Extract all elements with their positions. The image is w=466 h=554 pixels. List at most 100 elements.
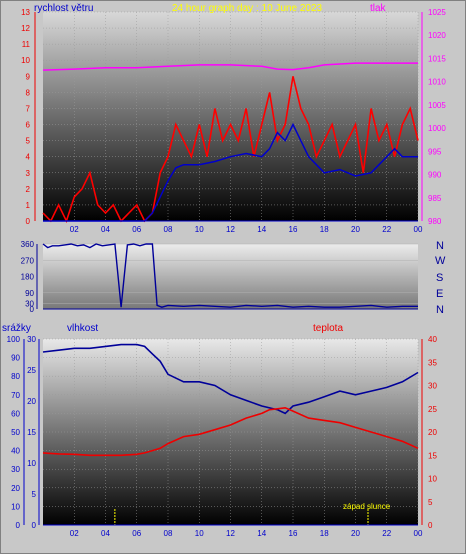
wind-time-tick-label: 02	[70, 225, 79, 234]
rain-tick-label: 0	[32, 521, 37, 530]
temperature-tick-label: 20	[428, 428, 437, 437]
rain-axis-title: srážky	[2, 323, 31, 334]
direction-tick-label: 90	[25, 289, 34, 298]
humidity-time-tick-label: 06	[132, 529, 141, 538]
temperature-axis-title: teplota	[313, 323, 343, 334]
wind-speed-axis-title: rychlost větru	[34, 3, 93, 14]
direction-tick-label: 30	[25, 300, 34, 309]
humidity-time-tick-label: 14	[257, 529, 266, 538]
humidity-tick-label: 20	[11, 484, 20, 493]
humidity-time-tick-label: 00	[414, 529, 423, 538]
wind-time-tick-label: 18	[320, 225, 329, 234]
wind-speed-tick-label: 13	[21, 8, 30, 17]
pressure-axis-title: tlak	[370, 3, 387, 14]
pressure-tick-label: 990	[428, 171, 442, 180]
direction-label-w: W	[435, 255, 446, 267]
wind-speed-tick-label: 1	[26, 201, 31, 210]
wind-speed-tick-label: 5	[26, 137, 31, 146]
rain-tick-label: 10	[27, 459, 36, 468]
direction-tick-label: 180	[21, 273, 35, 282]
humidity-time-tick-label: 12	[226, 529, 235, 538]
axes: 0123456789101112139809859909951000100510…	[7, 8, 447, 538]
rain-tick-label: 15	[27, 428, 36, 437]
sunset-label: západ slunce	[343, 502, 391, 511]
humidity-tick-label: 40	[11, 447, 20, 456]
pressure-tick-label: 995	[428, 147, 442, 156]
temperature-tick-label: 30	[428, 382, 437, 391]
pressure-tick-label: 980	[428, 217, 442, 226]
wind-speed-tick-label: 11	[22, 40, 31, 49]
humidity-line	[42, 343, 419, 415]
wind-speed-tick-label: 3	[26, 169, 31, 178]
pressure-tick-label: 1000	[428, 124, 446, 133]
wind-time-tick-label: 10	[195, 225, 204, 234]
temperature-tick-label: 25	[428, 405, 437, 414]
humidity-time-tick-label: 16	[289, 529, 298, 538]
humidity-time-tick-label: 04	[101, 529, 110, 538]
rain-tick-label: 25	[27, 366, 36, 375]
direction-label-n-bottom: N	[436, 304, 444, 316]
wind-direction-line	[42, 243, 418, 308]
direction-label-s: S	[436, 272, 443, 284]
wind-time-tick-label: 14	[257, 225, 266, 234]
humidity-tick-label: 60	[11, 409, 20, 418]
pressure-tick-label: 1020	[428, 31, 446, 40]
wind-time-tick-label: 22	[382, 225, 391, 234]
humidity-tick-label: 70	[11, 391, 20, 400]
humidity-time-tick-label: 22	[382, 529, 391, 538]
wind-speed-tick-label: 8	[26, 88, 31, 97]
humidity-tick-label: 50	[11, 428, 20, 437]
wind-time-tick-label: 00	[414, 225, 423, 234]
humidity-time-tick-label: 20	[351, 529, 360, 538]
wind-speed-line	[42, 76, 419, 224]
wind-time-tick-label: 04	[101, 225, 110, 234]
rain-tick-label: 30	[27, 335, 36, 344]
humidity-tick-label: 90	[11, 354, 20, 363]
humidity-tick-label: 80	[11, 372, 20, 381]
wind-speed-tick-label: 9	[26, 72, 31, 81]
direction-tick-label: 360	[21, 240, 35, 249]
humidity-tick-label: 100	[7, 335, 21, 344]
temperature-tick-label: 5	[428, 498, 433, 507]
wind-speed-tick-label: 10	[21, 56, 30, 65]
temperature-tick-label: 15	[428, 451, 437, 460]
wind-speed-tick-label: 12	[21, 24, 30, 33]
wind-speed-tick-label: 2	[26, 185, 31, 194]
temperature-line	[42, 406, 419, 457]
temperature-tick-label: 40	[428, 335, 437, 344]
wind-speed-tick-label: 6	[26, 121, 31, 130]
humidity-time-tick-label: 02	[70, 529, 79, 538]
direction-label-e: E	[436, 288, 443, 300]
humidity-time-tick-label: 10	[195, 529, 204, 538]
wind-time-tick-label: 06	[132, 225, 141, 234]
wind-speed-tick-label: 7	[26, 104, 31, 113]
humidity-axis-title: vlhkost	[67, 323, 98, 334]
humidity-time-tick-label: 08	[164, 529, 173, 538]
humidity-tick-label: 30	[11, 465, 20, 474]
rain-tick-label: 20	[27, 397, 36, 406]
direction-tick-label: 0	[30, 305, 35, 314]
humidity-tick-label: 10	[11, 502, 20, 511]
wind-speed-tick-label: 4	[26, 153, 31, 162]
wind-speed-tick-label: 0	[26, 217, 31, 226]
wind-time-tick-label: 12	[226, 225, 235, 234]
temperature-tick-label: 0	[428, 521, 433, 530]
temperature-tick-label: 35	[428, 358, 437, 367]
direction-label-n-top: N	[436, 240, 444, 252]
pressure-tick-label: 1010	[428, 78, 446, 87]
temperature-tick-label: 10	[428, 475, 437, 484]
pressure-tick-label: 985	[428, 194, 442, 203]
wind-time-tick-label: 08	[164, 225, 173, 234]
direction-tick-label: 270	[21, 256, 35, 265]
pressure-tick-label: 1005	[428, 101, 446, 110]
wind-time-tick-label: 16	[289, 225, 298, 234]
chart-title: 24 hour graph day : 10 June 2023	[172, 3, 323, 14]
humidity-tick-label: 0	[16, 521, 21, 530]
pressure-tick-label: 1015	[428, 54, 446, 63]
humidity-time-tick-label: 18	[320, 529, 329, 538]
pressure-tick-label: 1025	[428, 8, 446, 17]
pressure-line	[42, 62, 418, 71]
rain-tick-label: 5	[32, 490, 37, 499]
wind-time-tick-label: 20	[351, 225, 360, 234]
